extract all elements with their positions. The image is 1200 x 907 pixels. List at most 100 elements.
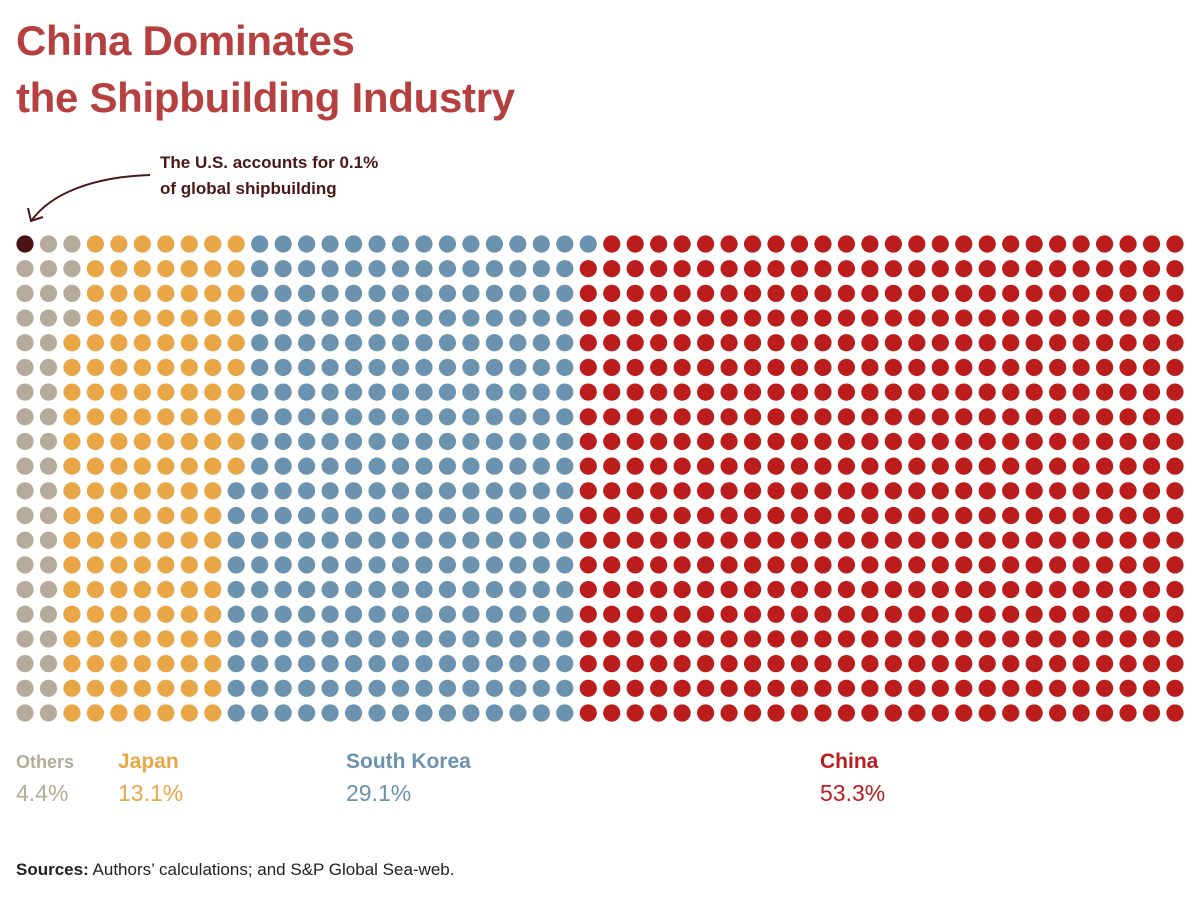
waffle-dot-china <box>1025 309 1043 327</box>
waffle-dot-china <box>1049 605 1067 623</box>
waffle-dot-china <box>955 679 973 697</box>
waffle-dot-china <box>1002 679 1020 697</box>
waffle-dot-south-korea <box>462 679 480 697</box>
waffle-dot-south-korea <box>344 457 363 475</box>
waffle-dot-china <box>603 482 621 500</box>
waffle-dot-south-korea <box>509 506 527 525</box>
waffle-dot-china <box>978 260 996 278</box>
waffle-dot-others <box>16 704 34 722</box>
waffle-dot-china <box>767 704 785 722</box>
waffle-dot-china <box>603 704 621 722</box>
waffle-dot-china <box>814 679 832 697</box>
waffle-dot-china <box>626 309 644 327</box>
waffle-dot-china <box>650 605 668 623</box>
waffle-dot-japan <box>157 334 175 352</box>
waffle-dot-china <box>1166 679 1184 697</box>
annotation-line-2: of global shipbuilding <box>160 179 337 198</box>
waffle-dot-china <box>697 655 715 673</box>
legend-label: China <box>820 750 879 773</box>
waffle-dot-china <box>908 383 926 401</box>
waffle-dot-south-korea <box>438 309 457 327</box>
waffle-dot-china <box>603 630 621 648</box>
waffle-dot-south-korea <box>391 457 410 475</box>
waffle-dot-south-korea <box>415 605 433 623</box>
waffle-dot-japan <box>157 432 175 451</box>
waffle-dot-others <box>39 432 58 451</box>
waffle-dot-south-korea <box>344 358 363 377</box>
waffle-dot-china <box>1166 531 1184 549</box>
waffle-dot-japan <box>86 358 105 377</box>
waffle-dot-south-korea <box>438 482 457 500</box>
legend-china: China 53.3% <box>820 748 885 810</box>
waffle-dot-china <box>697 284 715 302</box>
waffle-dot-south-korea <box>227 655 245 673</box>
waffle-dot-japan <box>204 358 222 377</box>
waffle-dot-china <box>767 605 785 623</box>
waffle-dot-south-korea <box>438 531 457 549</box>
waffle-dot-china <box>1049 580 1067 599</box>
waffle-dot-china <box>767 284 785 302</box>
waffle-dot-japan <box>157 506 175 525</box>
waffle-dot-china <box>1095 655 1114 673</box>
waffle-dot-china <box>603 358 621 377</box>
waffle-dot-japan <box>204 704 222 722</box>
waffle-dot-china <box>650 655 668 673</box>
waffle-dot-south-korea <box>415 432 433 451</box>
waffle-dot-china <box>861 408 879 426</box>
waffle-dot-japan <box>204 457 222 475</box>
waffle-dot-south-korea <box>485 506 503 525</box>
waffle-dot-china <box>1072 309 1090 327</box>
waffle-dot-south-korea <box>321 605 339 623</box>
waffle-dot-china <box>1166 605 1184 623</box>
waffle-dot-china <box>955 482 973 500</box>
waffle-dot-japan <box>86 531 105 549</box>
waffle-dot-japan <box>157 580 175 599</box>
waffle-dot-japan <box>133 482 151 500</box>
waffle-dot-china <box>1049 630 1067 648</box>
waffle-dot-china <box>1072 580 1090 599</box>
waffle-dot-south-korea <box>532 630 550 648</box>
waffle-dot-japan <box>157 630 175 648</box>
waffle-dot-china <box>720 506 738 525</box>
waffle-dot-south-korea <box>274 580 292 599</box>
waffle-dot-south-korea <box>251 655 269 673</box>
waffle-dot-china <box>1049 556 1067 574</box>
waffle-dot-china <box>884 260 902 278</box>
waffle-dot-south-korea <box>415 630 433 648</box>
waffle-dot-japan <box>110 580 128 599</box>
legend-south-korea: South Korea 29.1% <box>346 748 471 810</box>
waffle-dot-china <box>861 284 879 302</box>
waffle-dot-south-korea <box>415 556 433 574</box>
waffle-dot-china <box>884 605 902 623</box>
waffle-dot-south-korea <box>321 334 339 352</box>
waffle-dot-south-korea <box>298 556 316 574</box>
waffle-dot-china <box>1025 679 1043 697</box>
waffle-dot-south-korea <box>509 531 527 549</box>
waffle-dot-china <box>579 531 597 549</box>
legend-value: 13.1% <box>118 780 184 806</box>
waffle-dot-china <box>978 309 996 327</box>
waffle-dot-china <box>908 432 926 451</box>
waffle-dot-south-korea <box>344 260 363 278</box>
waffle-dot-others <box>63 260 81 278</box>
waffle-dot-china <box>1002 704 1020 722</box>
waffle-dot-china <box>837 358 856 377</box>
waffle-dot-south-korea <box>298 235 316 253</box>
waffle-dot-south-korea <box>509 704 527 722</box>
waffle-dot-china <box>837 482 856 500</box>
waffle-dot-japan <box>157 531 175 549</box>
waffle-dot-south-korea <box>485 309 503 327</box>
waffle-dot-china <box>908 408 926 426</box>
waffle-dot-south-korea <box>556 284 574 302</box>
waffle-dot-others <box>16 482 34 500</box>
waffle-dot-china <box>1072 432 1090 451</box>
waffle-dot-china <box>767 334 785 352</box>
legend-value: 4.4% <box>16 780 69 806</box>
waffle-dot-china <box>650 309 668 327</box>
waffle-dot-south-korea <box>368 457 386 475</box>
waffle-dot-others <box>39 506 58 525</box>
waffle-dot-japan <box>204 679 222 697</box>
waffle-dot-china <box>908 260 926 278</box>
waffle-dot-china <box>1119 506 1137 525</box>
waffle-dot-china <box>720 457 738 475</box>
